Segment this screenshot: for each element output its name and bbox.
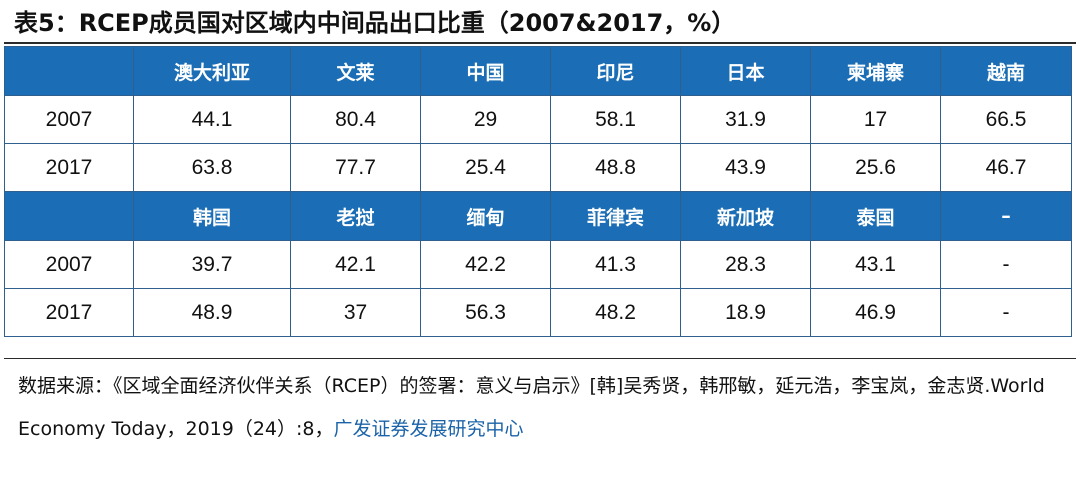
value-cell: 25.6 [810, 143, 941, 192]
value-cell: 17 [810, 95, 941, 144]
value-cell: 44.1 [133, 95, 291, 144]
source-citation: 《区域全面经济伙伴关系（RCEP）的签署：意义与启示》[韩]吴秀贤，韩邢敏，延元… [18, 375, 1045, 440]
table-row: 2017 48.9 37 56.3 48.2 18.9 46.9 - [4, 288, 1072, 337]
value-cell: 37 [290, 288, 421, 337]
value-cell: 18.9 [680, 288, 811, 337]
header-cell: 泰国 [810, 191, 941, 241]
value-cell: 25.4 [420, 143, 551, 192]
header-cell: 柬埔寨 [810, 46, 941, 96]
table-row: 2007 44.1 80.4 29 58.1 31.9 17 66.5 [4, 95, 1072, 144]
year-cell: 2007 [4, 240, 134, 289]
value-cell: 77.7 [290, 143, 421, 192]
table-header-row: 澳大利亚 文莱 中国 印尼 日本 柬埔寨 越南 [4, 46, 1072, 96]
year-cell: 2017 [4, 288, 134, 337]
value-cell: 46.7 [940, 143, 1072, 192]
header-cell: – [940, 191, 1072, 241]
value-cell: 28.3 [680, 240, 811, 289]
header-cell: 印尼 [550, 46, 681, 96]
value-cell: 48.8 [550, 143, 681, 192]
title-divider [4, 42, 1076, 44]
header-cell: 澳大利亚 [133, 46, 291, 96]
value-cell: 48.9 [133, 288, 291, 337]
header-cell: 新加坡 [680, 191, 811, 241]
value-cell: 42.1 [290, 240, 421, 289]
header-cell: 老挝 [290, 191, 421, 241]
value-cell: 42.2 [420, 240, 551, 289]
value-cell: - [940, 288, 1072, 337]
table-title: 表5：RCEP成员国对区域内中间品出口比重（2007&2017，%） [14, 9, 736, 37]
value-cell: 56.3 [420, 288, 551, 337]
header-cell: 日本 [680, 46, 811, 96]
header-cell: 中国 [420, 46, 551, 96]
value-cell: 43.9 [680, 143, 811, 192]
year-cell: 2007 [4, 95, 134, 144]
value-cell: 66.5 [940, 95, 1072, 144]
value-cell: 41.3 [550, 240, 681, 289]
source-divider [4, 358, 1076, 359]
source-note: 数据来源：《区域全面经济伙伴关系（RCEP）的签署：意义与启示》[韩]吴秀贤，韩… [18, 365, 1063, 451]
value-cell: 43.1 [810, 240, 941, 289]
header-cell: 韩国 [133, 191, 291, 241]
value-cell: 58.1 [550, 95, 681, 144]
header-cell: 越南 [940, 46, 1072, 96]
source-organization: 广发证券发展研究中心 [333, 418, 524, 440]
header-cell [4, 46, 134, 96]
export-share-table: 澳大利亚 文莱 中国 印尼 日本 柬埔寨 越南 2007 44.1 80.4 2… [4, 46, 1072, 337]
value-cell: - [940, 240, 1072, 289]
value-cell: 31.9 [680, 95, 811, 144]
year-cell: 2017 [4, 143, 134, 192]
value-cell: 80.4 [290, 95, 421, 144]
header-cell: 文莱 [290, 46, 421, 96]
header-cell: 菲律宾 [550, 191, 681, 241]
source-prefix: 数据来源： [18, 375, 114, 397]
table-header-row: 韩国 老挝 缅甸 菲律宾 新加坡 泰国 – [4, 191, 1072, 241]
header-cell [4, 191, 134, 241]
table-row: 2017 63.8 77.7 25.4 48.8 43.9 25.6 46.7 [4, 143, 1072, 192]
value-cell: 39.7 [133, 240, 291, 289]
value-cell: 46.9 [810, 288, 941, 337]
table-row: 2007 39.7 42.1 42.2 41.3 28.3 43.1 - [4, 240, 1072, 289]
header-cell: 缅甸 [420, 191, 551, 241]
value-cell: 63.8 [133, 143, 291, 192]
value-cell: 29 [420, 95, 551, 144]
value-cell: 48.2 [550, 288, 681, 337]
